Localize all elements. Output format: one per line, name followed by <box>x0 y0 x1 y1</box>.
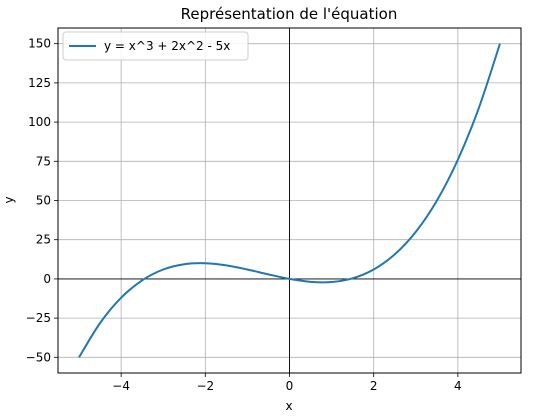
y-tick-label: −25 <box>26 311 51 325</box>
y-tick-label: 75 <box>36 154 51 168</box>
legend: y = x^3 + 2x^2 - 5x <box>62 31 249 61</box>
series-line <box>78 43 501 358</box>
y-tick-label: 50 <box>36 194 51 208</box>
x-axis-label: x <box>285 399 292 413</box>
legend-box <box>62 31 249 61</box>
x-tick-label: −4 <box>112 379 130 393</box>
series-layer <box>78 43 501 358</box>
y-tick-label: 100 <box>28 115 51 129</box>
x-tick-label: 4 <box>454 379 462 393</box>
y-tick-label: −50 <box>26 350 51 364</box>
y-axis-label: y <box>2 196 16 203</box>
x-tick-label: 0 <box>286 379 294 393</box>
y-tick-label: 25 <box>36 233 51 247</box>
ticks: −4 −2 0 2 4 −50 −25 0 25 50 75 100 125 150 <box>26 37 462 393</box>
x-tick-label: −2 <box>196 379 214 393</box>
y-tick-label: 0 <box>43 272 51 286</box>
chart-title: Représentation de l'équation <box>181 5 398 23</box>
legend-label: y = x^3 + 2x^2 - 5x <box>104 39 230 53</box>
y-tick-label: 150 <box>28 37 51 51</box>
y-tick-label: 125 <box>28 76 51 90</box>
x-tick-label: 2 <box>370 379 378 393</box>
